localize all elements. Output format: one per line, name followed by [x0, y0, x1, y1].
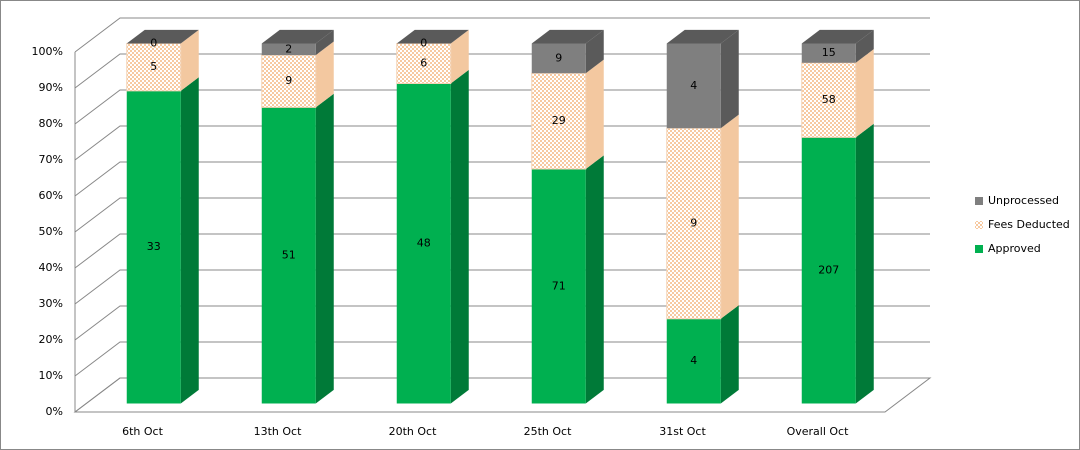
x-tick-label: Overall Oct	[787, 425, 850, 438]
legend-label: Approved	[988, 242, 1041, 255]
bar-segment	[531, 72, 587, 170]
grid-line	[74, 125, 930, 161]
y-tick-label: 80%	[39, 117, 63, 130]
bar-top	[531, 29, 604, 44]
bar-side	[180, 29, 199, 91]
grid-line	[74, 305, 930, 341]
data-label: 0	[420, 37, 427, 50]
legend-label: Unprocessed	[988, 194, 1059, 207]
y-tick-label: 30%	[39, 297, 63, 310]
bar-segment	[261, 107, 316, 404]
data-label: 9	[285, 74, 292, 87]
bar-segment	[801, 43, 856, 63]
bar-segment	[801, 137, 856, 404]
grid-line	[74, 89, 930, 125]
data-label: 2	[285, 42, 292, 55]
bar-top	[396, 29, 469, 44]
data-label: 0	[150, 37, 157, 50]
data-label: 207	[818, 263, 839, 276]
bar-segment	[801, 62, 857, 138]
grid-line	[74, 377, 930, 413]
data-label: 4	[690, 79, 697, 92]
y-tick-label: 90%	[39, 81, 63, 94]
data-label: 51	[282, 248, 296, 261]
bar-side	[585, 155, 604, 404]
legend-label: Fees Deducted	[988, 218, 1070, 231]
bar-side	[855, 123, 874, 404]
grid-line	[74, 17, 930, 53]
bar-top	[261, 29, 334, 44]
bar-segment	[666, 43, 721, 129]
y-tick-label: 20%	[39, 333, 63, 346]
bar-segment	[531, 169, 586, 404]
bar-segment	[396, 43, 452, 84]
bar-top	[126, 29, 199, 44]
data-label: 9	[555, 51, 562, 64]
grid-line	[74, 197, 930, 233]
bar-segment	[531, 43, 586, 74]
data-label: 33	[147, 240, 161, 253]
y-tick-label: 50%	[39, 225, 63, 238]
grid-line	[74, 233, 930, 269]
x-tick-label: 25th Oct	[524, 425, 572, 438]
bar-side	[855, 49, 874, 138]
data-label: 9	[690, 217, 697, 230]
x-tick-label: 13th Oct	[254, 425, 302, 438]
data-label: 58	[822, 93, 836, 106]
bar-segment	[261, 54, 317, 108]
bar-side	[585, 59, 604, 170]
bar-segment	[396, 83, 451, 404]
bar-segment	[666, 127, 722, 320]
legend-swatch	[975, 245, 983, 253]
bar-side	[855, 29, 874, 63]
legend-swatch	[975, 197, 983, 205]
bar-side	[180, 77, 199, 404]
bar-side	[585, 29, 604, 74]
bar-segment	[126, 43, 182, 92]
bar-side	[450, 69, 469, 404]
bar-segment	[261, 43, 316, 56]
bar-side	[315, 29, 334, 56]
y-tick-label: 70%	[39, 153, 63, 166]
bar-side	[720, 305, 739, 404]
bar-segment	[666, 318, 721, 404]
legend-swatch	[975, 221, 983, 229]
data-label: 48	[417, 237, 431, 250]
bar-side	[450, 29, 469, 84]
bar-side	[720, 29, 739, 129]
data-label: 15	[822, 46, 836, 59]
y-tick-label: 0%	[46, 405, 63, 418]
bar-segment	[126, 90, 181, 404]
x-tick-label: 31st Oct	[659, 425, 706, 438]
grid-line	[74, 161, 930, 197]
x-tick-label: 20th Oct	[389, 425, 437, 438]
y-tick-label: 40%	[39, 261, 63, 274]
grid-line	[74, 269, 930, 305]
data-label: 71	[552, 279, 566, 292]
bar-side	[720, 114, 739, 319]
grid-line	[74, 53, 930, 89]
data-label: 6	[420, 57, 427, 70]
y-tick-label: 10%	[39, 369, 63, 382]
bar-top	[666, 29, 739, 44]
y-tick-label: 100%	[32, 45, 63, 58]
data-label: 4	[690, 354, 697, 367]
y-tick-label: 60%	[39, 189, 63, 202]
grid-line	[74, 341, 930, 377]
bar-top	[801, 29, 874, 44]
data-label: 29	[552, 114, 566, 127]
data-label: 5	[150, 60, 157, 73]
bar-side	[315, 93, 334, 404]
x-tick-label: 6th Oct	[122, 425, 163, 438]
bar-side	[315, 41, 334, 108]
